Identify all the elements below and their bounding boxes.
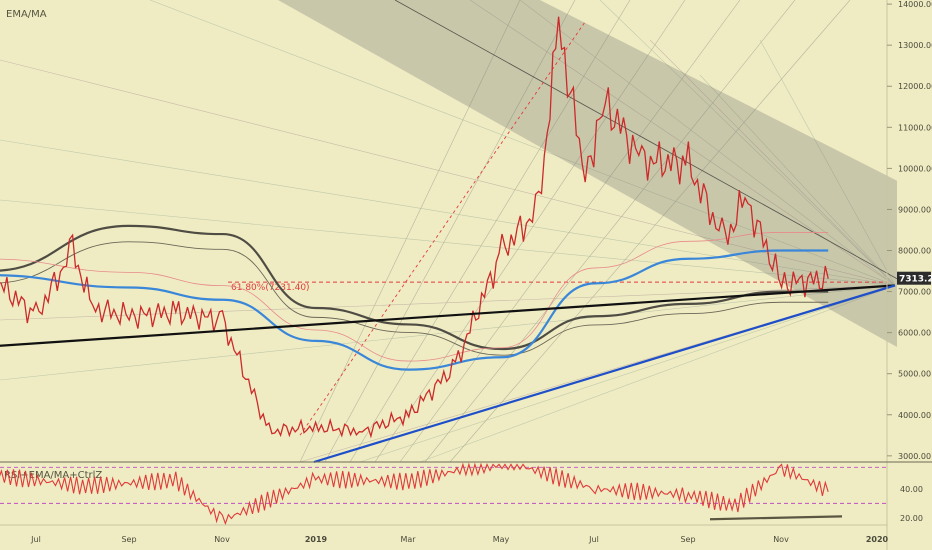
- time-tick-label: Nov: [773, 535, 789, 544]
- fan-lines: [0, 0, 896, 463]
- fan-line: [149, 0, 896, 286]
- rsi-tick-label: 20.00: [900, 514, 923, 523]
- indicator-title: RSI+EMA/MA+CtrlZ: [4, 470, 102, 481]
- fib-level-label: 61.80%(7231.40): [231, 283, 310, 293]
- fan-line: [0, 285, 896, 321]
- price-tick-label: 13000.00: [898, 41, 932, 50]
- fan-line: [0, 199, 896, 286]
- rsi-support-line[interactable]: [709, 515, 843, 521]
- time-tick-label: Jul: [30, 535, 41, 544]
- time-tick-label: 2019: [305, 535, 328, 544]
- price-tick-label: 14000.00: [898, 0, 932, 9]
- fan-line: [699, 74, 896, 286]
- trend-line-blue[interactable]: [313, 284, 896, 464]
- fan-line: [374, 0, 686, 463]
- fan-line: [359, 285, 896, 463]
- price-tick-label: 4000.00: [898, 411, 931, 420]
- price-tick-label: 12000.00: [898, 82, 932, 91]
- fan-line: [0, 139, 896, 286]
- fan-line: [649, 39, 896, 286]
- time-tick-label: Sep: [680, 535, 695, 544]
- time-axis: Jul Sep Nov 2019 Mar May Jul Sep Nov 2020: [30, 535, 888, 544]
- trend-line-black[interactable]: [0, 284, 896, 347]
- rsi-axis: 20.00 40.00: [900, 485, 923, 523]
- price-axis: 3000.00 4000.00 5000.00 6000.00 7000.00 8000.…: [887, 0, 932, 461]
- time-tick-label: Jul: [588, 535, 599, 544]
- fan-line: [759, 39, 896, 286]
- fan-line: [519, 0, 896, 286]
- price-tick-label: 10000.00: [898, 164, 932, 173]
- ema-pink-line[interactable]: [0, 232, 829, 362]
- ma-thin-line[interactable]: [0, 241, 829, 356]
- time-tick-label: Sep: [121, 535, 136, 544]
- price-tick-label: 7000.00: [898, 288, 931, 297]
- fan-line: [449, 0, 851, 463]
- fan-line: [599, 0, 896, 286]
- time-tick-label: Mar: [400, 535, 416, 544]
- price-tick-label: 11000.00: [898, 123, 932, 132]
- fan-line: [419, 285, 896, 463]
- ma-line[interactable]: [0, 224, 829, 351]
- fan-line: [299, 0, 521, 463]
- price-tick-label: 3000.00: [898, 452, 931, 461]
- last-price-label: 7313.25: [899, 275, 932, 285]
- fan-line: [399, 0, 741, 463]
- rsi-line[interactable]: [0, 462, 829, 526]
- ema-line[interactable]: [0, 249, 829, 371]
- chart-title: EMA/MA: [6, 9, 47, 20]
- fan-line: [349, 0, 631, 463]
- price-tick-label: 8000.00: [898, 247, 931, 256]
- descending-channel[interactable]: [278, 0, 897, 348]
- price-tick-label: 5000.00: [898, 370, 931, 379]
- price-tick-label: 6000.00: [898, 329, 931, 338]
- price-tick-label: 9000.00: [898, 205, 931, 214]
- time-tick-label: 2020: [866, 535, 889, 544]
- fan-line: [424, 0, 796, 463]
- price-line[interactable]: [0, 16, 829, 439]
- rsi-tick-label: 40.00: [900, 485, 923, 494]
- last-price-tag: 7313.25: [897, 271, 932, 285]
- fan-line: [0, 59, 896, 286]
- time-tick-label: May: [493, 535, 510, 544]
- time-tick-label: Nov: [214, 535, 230, 544]
